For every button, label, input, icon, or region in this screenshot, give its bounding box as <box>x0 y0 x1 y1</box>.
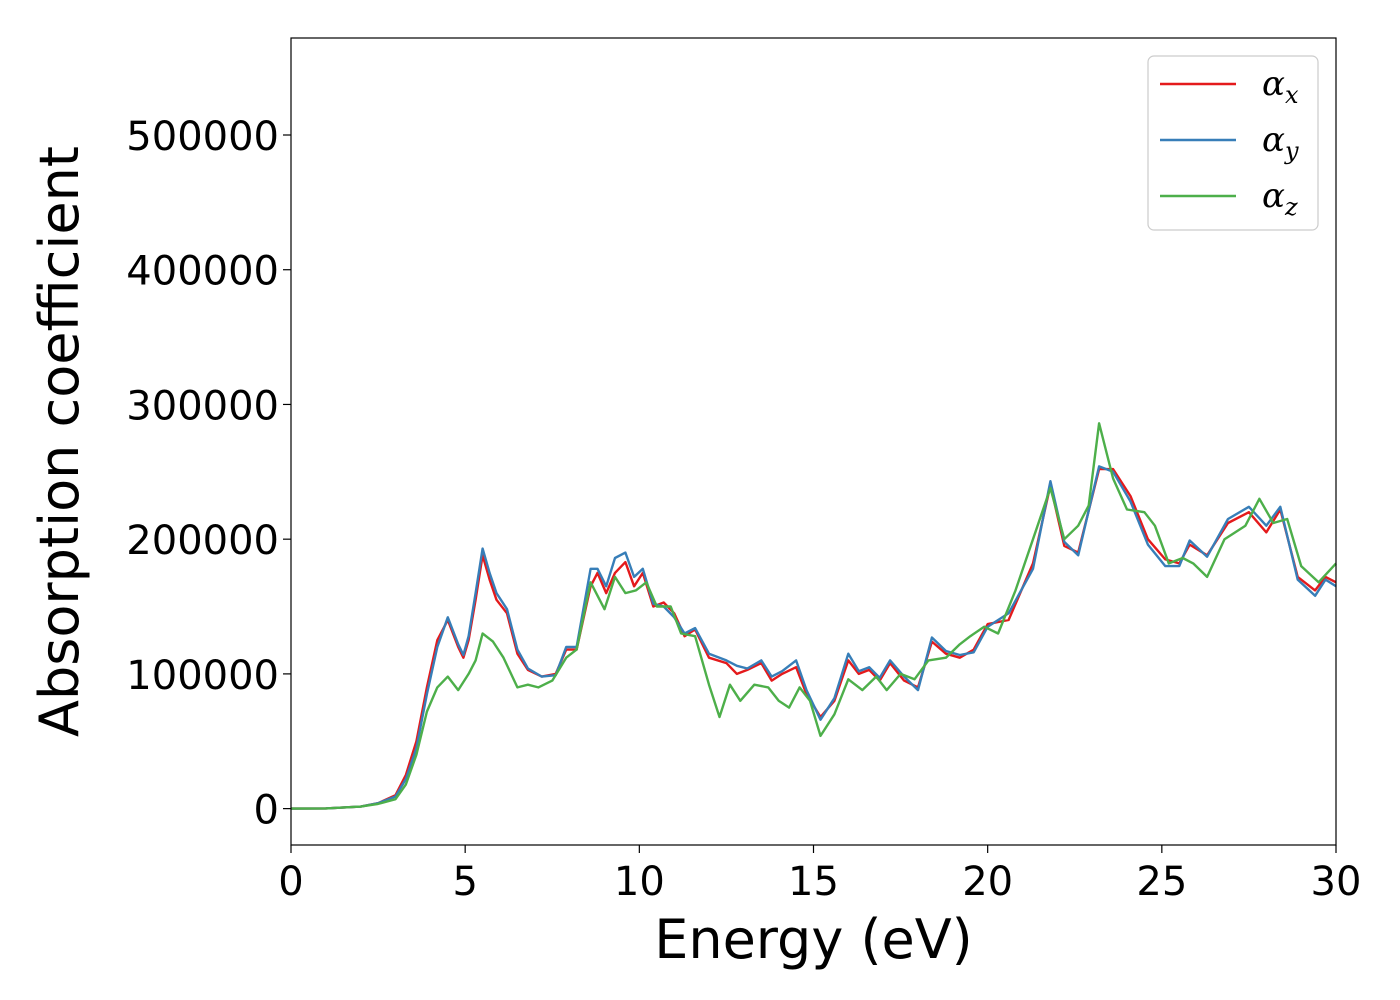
y-axis-ticks: 0 100000 200000 300000 400000 500000 <box>126 114 291 834</box>
x-axis-ticks: 0 5 10 15 20 25 30 <box>278 845 1361 905</box>
series-layer <box>290 422 1337 810</box>
x-tick-label: 30 <box>1311 859 1362 905</box>
y-tick-label: 500000 <box>126 114 279 160</box>
y-tick-label: 100000 <box>126 653 279 699</box>
legend-label-y: αy <box>1262 120 1299 165</box>
y-tick-label: 200000 <box>126 518 279 564</box>
legend-label-z: αz <box>1262 176 1298 221</box>
legend-box <box>1147 55 1319 231</box>
x-tick-label: 25 <box>1136 859 1187 905</box>
x-tick-label: 20 <box>962 859 1013 905</box>
x-axis-label: Energy (eV) <box>654 908 973 971</box>
series-line-z <box>290 422 1337 810</box>
series-line-x <box>290 467 1337 810</box>
x-tick-label: 0 <box>278 859 303 905</box>
y-tick-label: 400000 <box>126 249 279 295</box>
legend: αx αy αz <box>1147 55 1319 231</box>
y-axis-label: Absorption coefficient <box>28 146 91 737</box>
series-line-y <box>290 465 1337 810</box>
x-tick-label: 15 <box>788 859 839 905</box>
y-tick-label: 300000 <box>126 383 279 429</box>
y-tick-label: 0 <box>254 788 279 834</box>
legend-label-x: αx <box>1262 64 1299 109</box>
x-tick-label: 5 <box>452 859 477 905</box>
x-tick-label: 10 <box>614 859 665 905</box>
